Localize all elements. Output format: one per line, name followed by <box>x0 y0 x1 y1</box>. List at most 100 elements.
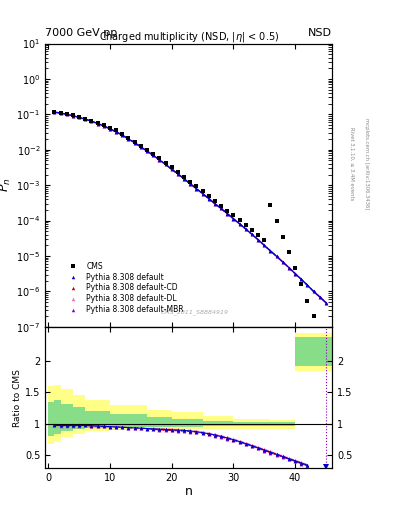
Pythia 8.308 default <box>237 221 242 227</box>
Pythia 8.308 default-MBR <box>206 196 211 202</box>
Pythia 8.308 default <box>305 282 310 288</box>
CMS <box>299 281 304 287</box>
Pythia 8.308 default <box>145 148 149 154</box>
Pythia 8.308 default-DL <box>71 113 75 119</box>
CMS <box>89 117 94 123</box>
Pythia 8.308 default <box>213 201 217 207</box>
Pythia 8.308 default-DL <box>274 253 279 260</box>
Pythia 8.308 default-MBR <box>299 276 304 282</box>
Text: mcplots.cern.ch [arXiv:1306.3436]: mcplots.cern.ch [arXiv:1306.3436] <box>364 118 369 209</box>
Pythia 8.308 default-MBR <box>83 116 88 122</box>
CMS <box>169 164 174 170</box>
CMS <box>293 265 298 271</box>
Pythia 8.308 default-MBR <box>262 242 266 248</box>
Pythia 8.308 default-MBR <box>323 300 328 306</box>
CMS <box>126 135 131 141</box>
Pythia 8.308 default-MBR <box>138 144 143 150</box>
Pythia 8.308 default-CD <box>101 123 106 129</box>
Pythia 8.308 default-DL <box>237 221 242 227</box>
Pythia 8.308 default-DL <box>262 242 266 248</box>
Text: CMS_2011_S8884919: CMS_2011_S8884919 <box>160 310 228 315</box>
Pythia 8.308 default <box>83 116 88 122</box>
Pythia 8.308 default-MBR <box>157 157 162 163</box>
Pythia 8.308 default <box>231 216 236 222</box>
CMS <box>120 131 125 137</box>
Pythia 8.308 default-CD <box>268 248 273 254</box>
Pythia 8.308 default <box>268 248 273 254</box>
Pythia 8.308 default-DL <box>169 166 174 173</box>
Pythia 8.308 default-MBR <box>108 126 112 132</box>
CMS <box>280 233 285 240</box>
Pythia 8.308 default-DL <box>213 201 217 207</box>
Pythia 8.308 default-MBR <box>71 113 75 119</box>
Y-axis label: Ratio to CMS: Ratio to CMS <box>13 369 22 426</box>
Pythia 8.308 default <box>64 111 69 117</box>
Pythia 8.308 default-MBR <box>225 210 230 217</box>
CMS <box>311 313 316 319</box>
Pythia 8.308 default-DL <box>188 181 193 187</box>
Pythia 8.308 default-DL <box>231 216 236 222</box>
CMS <box>64 111 69 117</box>
Pythia 8.308 default-DL <box>77 114 81 120</box>
CMS <box>138 143 143 149</box>
Pythia 8.308 default-CD <box>206 196 211 202</box>
Pythia 8.308 default-DL <box>305 282 310 288</box>
Pythia 8.308 default <box>311 288 316 294</box>
Pythia 8.308 default-CD <box>95 120 100 126</box>
Pythia 8.308 default-DL <box>89 118 94 124</box>
Pythia 8.308 default-DL <box>108 126 112 132</box>
Pythia 8.308 default-CD <box>176 170 180 177</box>
Pythia 8.308 default-MBR <box>169 166 174 173</box>
Pythia 8.308 default-CD <box>157 157 162 163</box>
Pythia 8.308 default-DL <box>206 196 211 202</box>
Line: Pythia 8.308 default: Pythia 8.308 default <box>53 111 328 305</box>
Line: Pythia 8.308 default-MBR: Pythia 8.308 default-MBR <box>53 111 328 305</box>
CMS <box>194 183 199 189</box>
Pythia 8.308 default <box>323 300 328 306</box>
Pythia 8.308 default-CD <box>311 288 316 294</box>
Pythia 8.308 default-MBR <box>256 237 261 243</box>
CMS <box>237 217 242 223</box>
Pythia 8.308 default-MBR <box>188 181 193 187</box>
Pythia 8.308 default <box>163 161 168 167</box>
Text: NSD: NSD <box>308 28 332 38</box>
CMS <box>176 169 180 176</box>
CMS <box>268 202 273 208</box>
Pythia 8.308 default-CD <box>219 205 223 211</box>
Pythia 8.308 default-MBR <box>250 231 254 238</box>
Pythia 8.308 default-MBR <box>163 161 168 167</box>
Pythia 8.308 default <box>58 110 63 116</box>
CMS <box>52 109 57 115</box>
Pythia 8.308 default-DL <box>120 132 125 138</box>
CMS <box>101 122 106 128</box>
CMS <box>182 174 186 180</box>
Pythia 8.308 default-DL <box>250 231 254 238</box>
Pythia 8.308 default-CD <box>225 210 230 217</box>
CMS <box>157 155 162 161</box>
Pythia 8.308 default-CD <box>77 114 81 120</box>
CMS <box>286 249 291 255</box>
Pythia 8.308 default-DL <box>311 288 316 294</box>
Pythia 8.308 default-CD <box>114 129 119 135</box>
Pythia 8.308 default-DL <box>286 265 291 271</box>
Pythia 8.308 default <box>318 294 322 300</box>
Pythia 8.308 default-DL <box>95 120 100 126</box>
Pythia 8.308 default <box>77 114 81 120</box>
Pythia 8.308 default-MBR <box>231 216 236 222</box>
Pythia 8.308 default <box>182 176 186 182</box>
CMS <box>219 203 223 209</box>
Pythia 8.308 default-MBR <box>194 185 199 191</box>
Pythia 8.308 default-CD <box>52 109 57 115</box>
CMS <box>305 297 310 304</box>
Pythia 8.308 default <box>194 185 199 191</box>
Pythia 8.308 default-MBR <box>120 132 125 138</box>
Line: Pythia 8.308 default-DL: Pythia 8.308 default-DL <box>53 111 328 305</box>
Pythia 8.308 default <box>126 136 131 142</box>
Pythia 8.308 default-MBR <box>243 226 248 232</box>
Pythia 8.308 default-MBR <box>182 176 186 182</box>
Pythia 8.308 default <box>299 276 304 282</box>
Pythia 8.308 default-MBR <box>293 270 298 276</box>
CMS <box>225 208 230 214</box>
Pythia 8.308 default-MBR <box>176 170 180 177</box>
CMS <box>318 329 322 335</box>
